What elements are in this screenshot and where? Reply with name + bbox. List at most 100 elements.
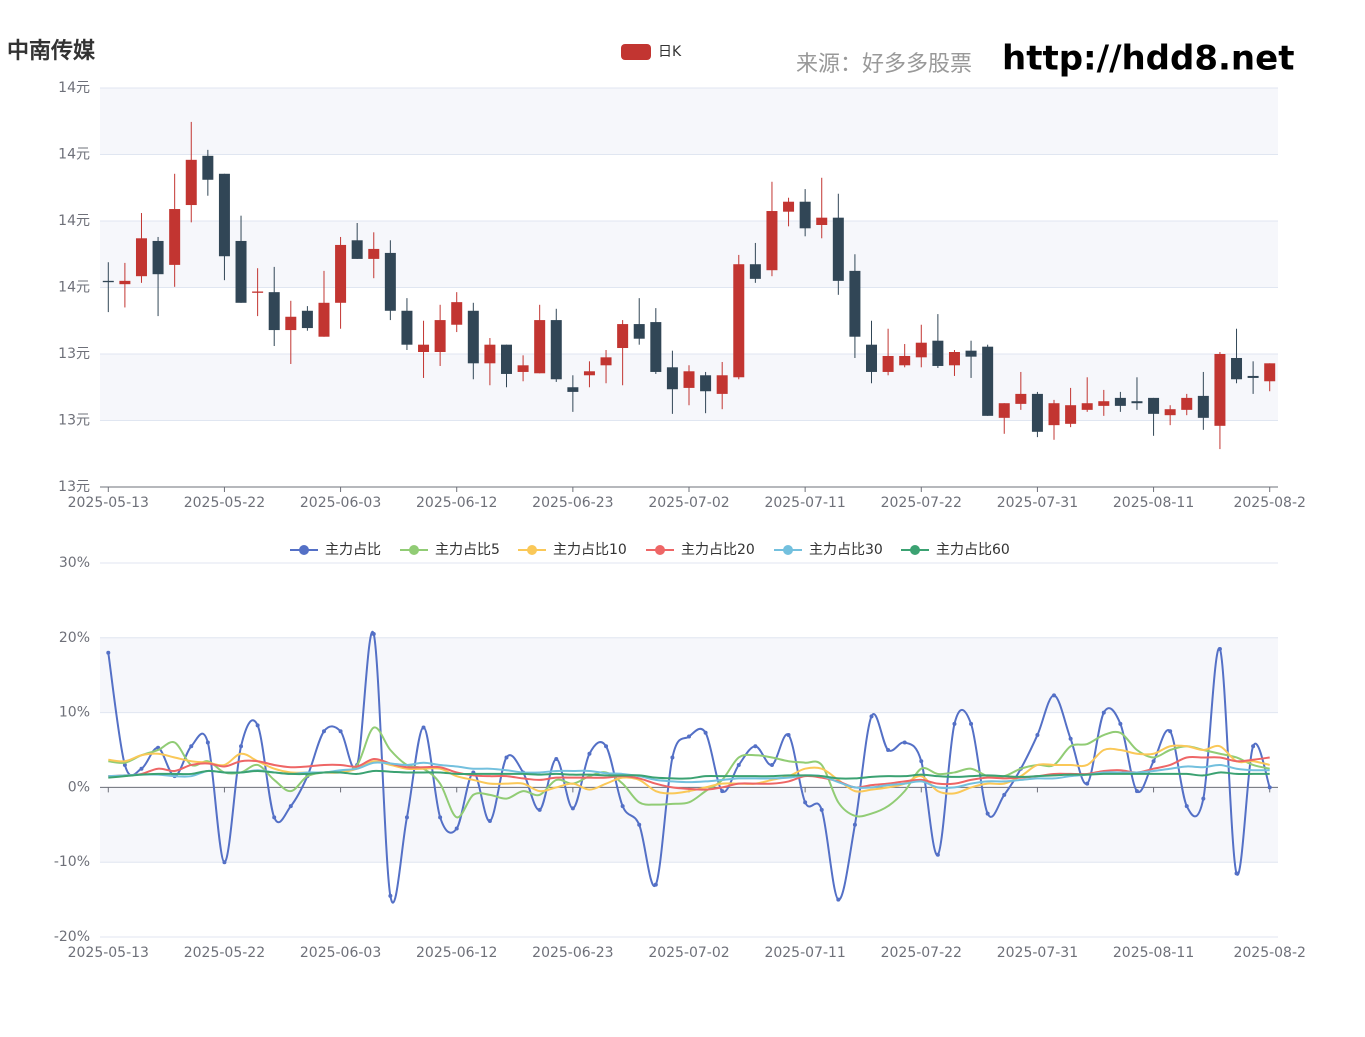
data-point [205, 740, 210, 745]
candle-body [716, 375, 728, 394]
candle-body [633, 324, 645, 339]
split-area [100, 88, 1278, 155]
y-tick-label: 14元 [58, 147, 90, 163]
candle-body [1181, 397, 1193, 410]
candle-body [882, 355, 894, 372]
data-point [604, 744, 609, 749]
data-point [919, 759, 924, 764]
data-point [454, 826, 459, 831]
data-point [637, 822, 642, 827]
data-point [288, 804, 293, 809]
data-point [836, 897, 841, 902]
source-note: 来源：好多多股票 [796, 52, 972, 77]
data-point [852, 822, 857, 827]
y-tick-label: -20% [54, 929, 90, 945]
candle-body [484, 344, 496, 364]
candle-body [766, 211, 778, 271]
candle-body [749, 264, 761, 279]
data-point [670, 755, 675, 760]
data-point [570, 806, 575, 811]
x-tick-label: 2025-06-12 [416, 945, 497, 961]
y-tick-label: 13元 [58, 479, 90, 495]
candle-body [318, 302, 330, 337]
candle-body [617, 324, 629, 349]
candle-body [434, 320, 446, 353]
x-tick-label: 2025-07-11 [764, 945, 845, 961]
data-point [1184, 804, 1189, 809]
chart-title: 中南传媒 [7, 38, 96, 64]
candle-body [102, 280, 114, 283]
legend-icon [910, 545, 920, 555]
data-point [736, 762, 741, 767]
data-point [388, 893, 393, 898]
series-line [108, 761, 1270, 790]
candle-body [832, 217, 844, 281]
data-point [1085, 781, 1090, 786]
x-tick-label: 2025-07-22 [881, 495, 962, 511]
candle-body [517, 365, 529, 372]
watermark: http://hdd8.net [1002, 39, 1294, 79]
candle-body [1214, 354, 1226, 426]
candle-body [534, 320, 546, 374]
data-point [122, 762, 127, 767]
candle-body [650, 322, 662, 372]
y-tick-label: 0% [68, 779, 90, 795]
candle-body [285, 316, 297, 331]
y-tick-label: 10% [59, 705, 90, 721]
legend-label: 主力占比20 [681, 542, 755, 558]
data-point [1201, 796, 1206, 801]
data-point [952, 721, 957, 726]
candle-body [700, 375, 712, 392]
series-line [108, 769, 1270, 780]
legend-label: 主力占比 [325, 542, 381, 558]
split-area [100, 221, 1278, 288]
data-point [537, 807, 542, 812]
data-point [1101, 710, 1106, 715]
legend-icon [621, 44, 651, 60]
candle-body [1098, 401, 1110, 406]
legend-label: 主力占比5 [435, 542, 500, 558]
x-tick-label: 2025-08-2 [1233, 945, 1305, 961]
candle-body [550, 320, 562, 380]
candle-body [467, 310, 479, 364]
data-point [687, 734, 691, 739]
legend-icon [655, 545, 665, 555]
x-tick-label: 2025-07-31 [997, 945, 1078, 961]
data-point [969, 721, 974, 726]
x-tick-label: 2025-06-23 [532, 945, 613, 961]
data-point [504, 755, 509, 760]
candle-body [301, 310, 313, 329]
candle-body [500, 344, 512, 374]
x-tick-label: 2025-06-03 [300, 495, 381, 511]
candle-body [816, 217, 828, 225]
x-tick-label: 2025-07-31 [997, 495, 1078, 511]
candle-body [567, 387, 579, 392]
y-tick-label: 13元 [58, 346, 90, 362]
data-point [1052, 693, 1057, 698]
candle-body [169, 209, 181, 265]
candle-body [384, 252, 396, 311]
data-point [653, 882, 658, 887]
legend-label: 主力占比10 [553, 542, 627, 558]
candle-body [849, 270, 861, 337]
data-point [338, 729, 343, 734]
data-point [1151, 759, 1156, 764]
legend-label: 主力占比60 [936, 542, 1010, 558]
candle-body [119, 280, 131, 285]
candle-body [1197, 395, 1209, 418]
data-point [487, 819, 492, 824]
data-point [421, 725, 426, 730]
x-tick-label: 2025-07-02 [648, 495, 729, 511]
candle-body [1048, 403, 1060, 426]
data-point [886, 748, 891, 752]
data-point [1234, 871, 1239, 876]
candle-body [866, 344, 878, 372]
data-point [703, 730, 708, 735]
y-tick-label: 14元 [58, 80, 90, 96]
candle-body [899, 355, 911, 366]
split-area [100, 637, 1278, 713]
y-tick-label: -10% [54, 854, 90, 870]
data-point [902, 740, 907, 745]
data-point [1002, 792, 1007, 797]
candle-body [1148, 397, 1160, 414]
